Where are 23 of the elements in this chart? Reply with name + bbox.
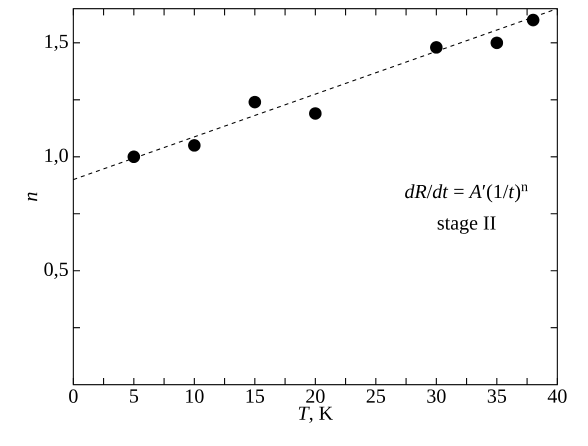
x-tick-label: 0 (69, 389, 78, 403)
annotation: stage II (438, 216, 496, 234)
point (430, 41, 443, 54)
x-tick-label: 30 (427, 389, 446, 403)
x-tick-label: 40 (548, 389, 567, 403)
x-tick-label: 20 (306, 389, 325, 403)
point (248, 96, 262, 108)
x-tick-label: 15 (246, 389, 264, 403)
x-tick-label: 25 (366, 389, 386, 403)
point (490, 36, 504, 50)
y-tick-label: 1,5 (45, 34, 68, 51)
point (526, 14, 540, 26)
y-axis-title: n (28, 192, 38, 201)
x-tick-label: 35 (488, 389, 506, 403)
y-tick-label: 0,5 (44, 262, 68, 279)
x-axis-title: T, K (298, 406, 333, 423)
x-tick-label: 5 (130, 389, 138, 403)
x-tick-label: 10 (186, 389, 204, 403)
point (188, 139, 201, 152)
y-tick-label: 1,0 (45, 148, 68, 165)
text: dR/dt = A′(1/t)$^{n}$ (405, 184, 528, 202)
point (128, 150, 140, 164)
point (309, 107, 322, 120)
